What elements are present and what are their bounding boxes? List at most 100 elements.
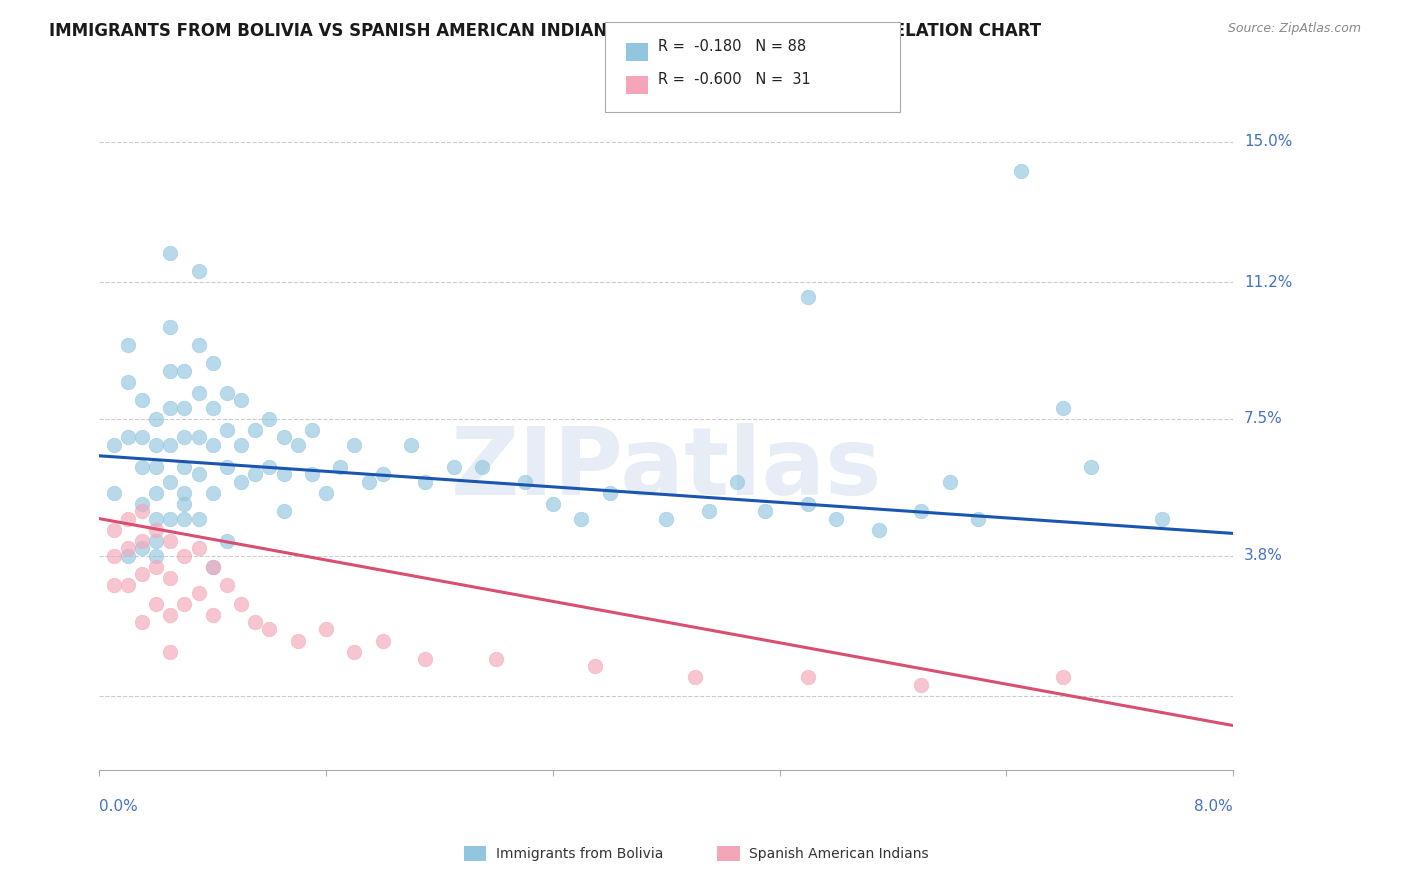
Point — [187, 467, 209, 482]
Point — [131, 541, 153, 556]
Point — [1010, 164, 1032, 178]
Text: R =  -0.180   N = 88: R = -0.180 N = 88 — [658, 39, 806, 54]
Point — [725, 475, 748, 489]
Point — [187, 541, 209, 556]
Point — [797, 671, 820, 685]
Point — [103, 485, 125, 500]
Point — [201, 356, 224, 370]
Point — [215, 459, 238, 474]
Point — [229, 393, 252, 408]
Point — [187, 585, 209, 599]
Point — [371, 467, 394, 482]
Point — [329, 459, 352, 474]
Point — [103, 438, 125, 452]
Point — [967, 511, 990, 525]
Point — [145, 597, 167, 611]
Point — [683, 671, 706, 685]
Point — [273, 467, 295, 482]
Point — [145, 485, 167, 500]
Point — [287, 633, 309, 648]
Point — [343, 645, 366, 659]
Point — [159, 401, 181, 415]
Point — [131, 533, 153, 548]
Point — [201, 607, 224, 622]
Point — [754, 504, 776, 518]
Point — [315, 485, 337, 500]
Point — [117, 338, 139, 352]
Point — [187, 386, 209, 401]
Point — [173, 430, 195, 444]
Point — [145, 549, 167, 563]
Text: Immigrants from Bolivia: Immigrants from Bolivia — [496, 847, 664, 861]
Point — [910, 678, 932, 692]
Point — [159, 319, 181, 334]
Point — [245, 467, 267, 482]
Point — [1152, 511, 1174, 525]
Point — [541, 497, 564, 511]
Point — [187, 338, 209, 352]
Point — [413, 652, 436, 666]
Point — [201, 438, 224, 452]
Point — [145, 559, 167, 574]
Text: 11.2%: 11.2% — [1244, 275, 1292, 290]
Point — [145, 438, 167, 452]
Point — [215, 423, 238, 437]
Point — [245, 423, 267, 437]
Point — [357, 475, 380, 489]
Point — [117, 511, 139, 525]
Point — [797, 290, 820, 304]
Point — [1052, 401, 1074, 415]
Point — [159, 645, 181, 659]
Text: Source: ZipAtlas.com: Source: ZipAtlas.com — [1227, 22, 1361, 36]
Point — [569, 511, 592, 525]
Point — [259, 623, 281, 637]
Point — [797, 497, 820, 511]
Text: 8.0%: 8.0% — [1194, 799, 1233, 814]
Text: R =  -0.600   N =  31: R = -0.600 N = 31 — [658, 72, 811, 87]
Point — [131, 393, 153, 408]
Point — [697, 504, 720, 518]
Point — [229, 475, 252, 489]
Point — [471, 459, 494, 474]
Point — [145, 511, 167, 525]
Point — [173, 401, 195, 415]
Point — [159, 607, 181, 622]
Text: 0.0%: 0.0% — [100, 799, 138, 814]
Point — [273, 504, 295, 518]
Point — [273, 430, 295, 444]
Point — [229, 597, 252, 611]
Point — [173, 497, 195, 511]
Point — [173, 549, 195, 563]
Point — [145, 459, 167, 474]
Text: ZIPatlas: ZIPatlas — [450, 423, 882, 515]
Point — [485, 652, 508, 666]
Point — [201, 485, 224, 500]
Point — [655, 511, 678, 525]
Point — [245, 615, 267, 629]
Text: Spanish American Indians: Spanish American Indians — [749, 847, 929, 861]
Point — [145, 533, 167, 548]
Point — [583, 659, 606, 673]
Point — [145, 412, 167, 426]
Point — [315, 623, 337, 637]
Point — [201, 559, 224, 574]
Point — [868, 523, 890, 537]
Point — [229, 438, 252, 452]
Point — [301, 423, 323, 437]
Point — [215, 533, 238, 548]
Point — [173, 511, 195, 525]
Point — [187, 264, 209, 278]
Point — [301, 467, 323, 482]
Point — [159, 438, 181, 452]
Point — [259, 412, 281, 426]
Point — [825, 511, 848, 525]
Point — [599, 485, 621, 500]
Point — [103, 578, 125, 592]
Point — [1080, 459, 1102, 474]
Point — [117, 541, 139, 556]
Point — [938, 475, 960, 489]
Point — [399, 438, 422, 452]
Point — [117, 430, 139, 444]
Point — [159, 475, 181, 489]
Text: 3.8%: 3.8% — [1244, 548, 1284, 563]
